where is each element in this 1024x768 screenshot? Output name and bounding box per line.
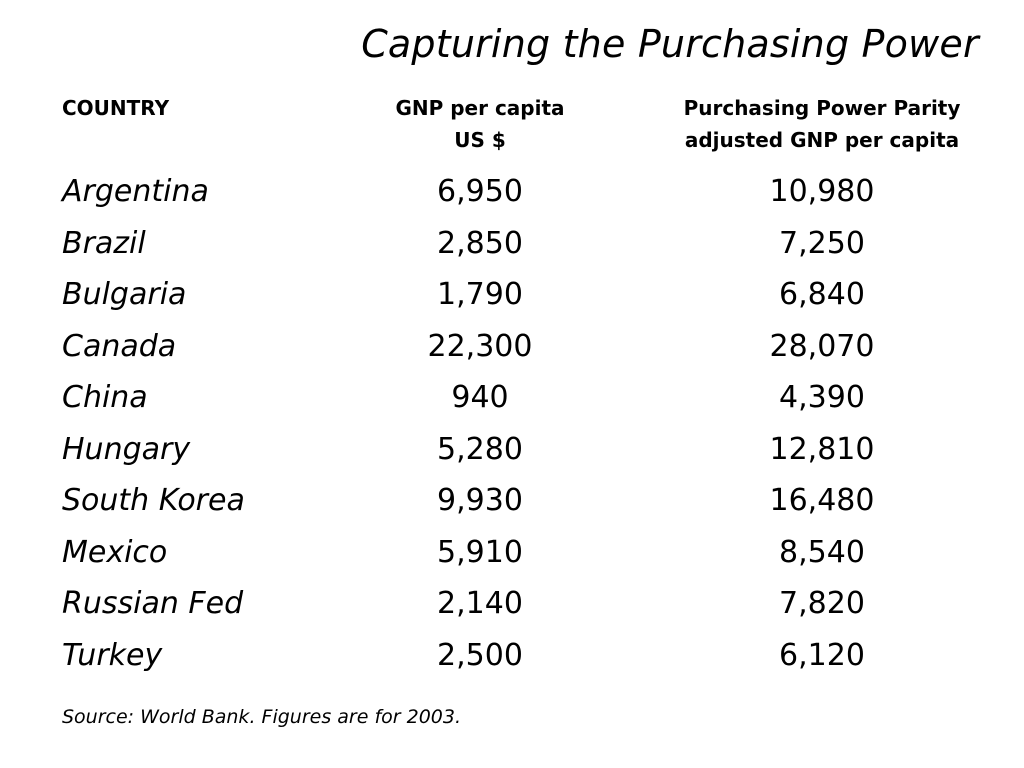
gnp-cell: 5,910 (437, 534, 523, 570)
column-header-country-label: COUNTRY (62, 96, 170, 120)
gnp-cell: 5,280 (437, 431, 523, 467)
country-cell: South Korea (62, 483, 245, 518)
country-cell: Bulgaria (62, 277, 187, 312)
ppp-cell: 10,980 (769, 174, 875, 209)
gnp-cell: 2,140 (437, 586, 523, 621)
table-row: Mexico 5,910 8,540 (0, 527, 1024, 579)
gnp-cell: 1,790 (437, 277, 523, 312)
country-cell: Hungary (62, 431, 191, 467)
country-cell: Turkey (62, 637, 163, 673)
gnp-cell: 9,930 (437, 483, 523, 518)
table-row: Brazil 2,850 7,250 (0, 218, 1024, 270)
gnp-cell: 6,950 (437, 174, 523, 209)
gnp-cell: 2,850 (437, 225, 523, 261)
ppp-cell: 8,540 (779, 534, 865, 570)
table-row: Bulgaria 1,790 6,840 (0, 269, 1024, 321)
country-cell: Brazil (62, 225, 146, 261)
slide-title: Capturing the Purchasing Power (361, 22, 979, 66)
column-header-country: COUNTRY (62, 92, 169, 124)
country-cell: Canada (62, 328, 177, 364)
data-table: Argentina 6,950 10,980 Brazil 2,850 7,25… (0, 166, 1024, 681)
column-header-gnp: GNP per capita US $ (360, 92, 600, 156)
table-row: Russian Fed 2,140 7,820 (0, 578, 1024, 630)
column-header-ppp-line-2: adjusted GNP per capita (684, 128, 960, 152)
ppp-cell: 6,840 (779, 277, 865, 312)
table-row: Turkey 2,500 6,120 (0, 630, 1024, 682)
column-header-gnp-line-1: GNP per capita (395, 96, 565, 120)
country-cell: Argentina (62, 174, 209, 209)
gnp-cell: 2,500 (437, 637, 523, 673)
ppp-cell: 4,390 (779, 380, 865, 415)
gnp-cell: 22,300 (427, 328, 533, 364)
country-cell: Russian Fed (62, 586, 244, 621)
ppp-cell: 16,480 (769, 483, 875, 518)
country-cell: China (62, 380, 148, 415)
gnp-cell: 940 (451, 380, 509, 415)
ppp-cell: 28,070 (769, 328, 875, 364)
table-row: Argentina 6,950 10,980 (0, 166, 1024, 218)
ppp-cell: 12,810 (769, 431, 875, 467)
ppp-cell: 6,120 (779, 637, 865, 673)
table-row: China 940 4,390 (0, 372, 1024, 424)
table-row: Canada 22,300 28,070 (0, 321, 1024, 373)
country-cell: Mexico (62, 534, 168, 570)
column-header-ppp: Purchasing Power Parity adjusted GNP per… (632, 92, 1012, 156)
source-note: Source: World Bank. Figures are for 2003… (62, 706, 462, 728)
ppp-cell: 7,820 (779, 586, 865, 621)
table-row: Hungary 5,280 12,810 (0, 424, 1024, 476)
table-row: South Korea 9,930 16,480 (0, 475, 1024, 527)
ppp-cell: 7,250 (779, 225, 865, 261)
column-header-gnp-line-2: US $ (454, 128, 506, 152)
column-header-ppp-line-1: Purchasing Power Parity (683, 96, 961, 120)
